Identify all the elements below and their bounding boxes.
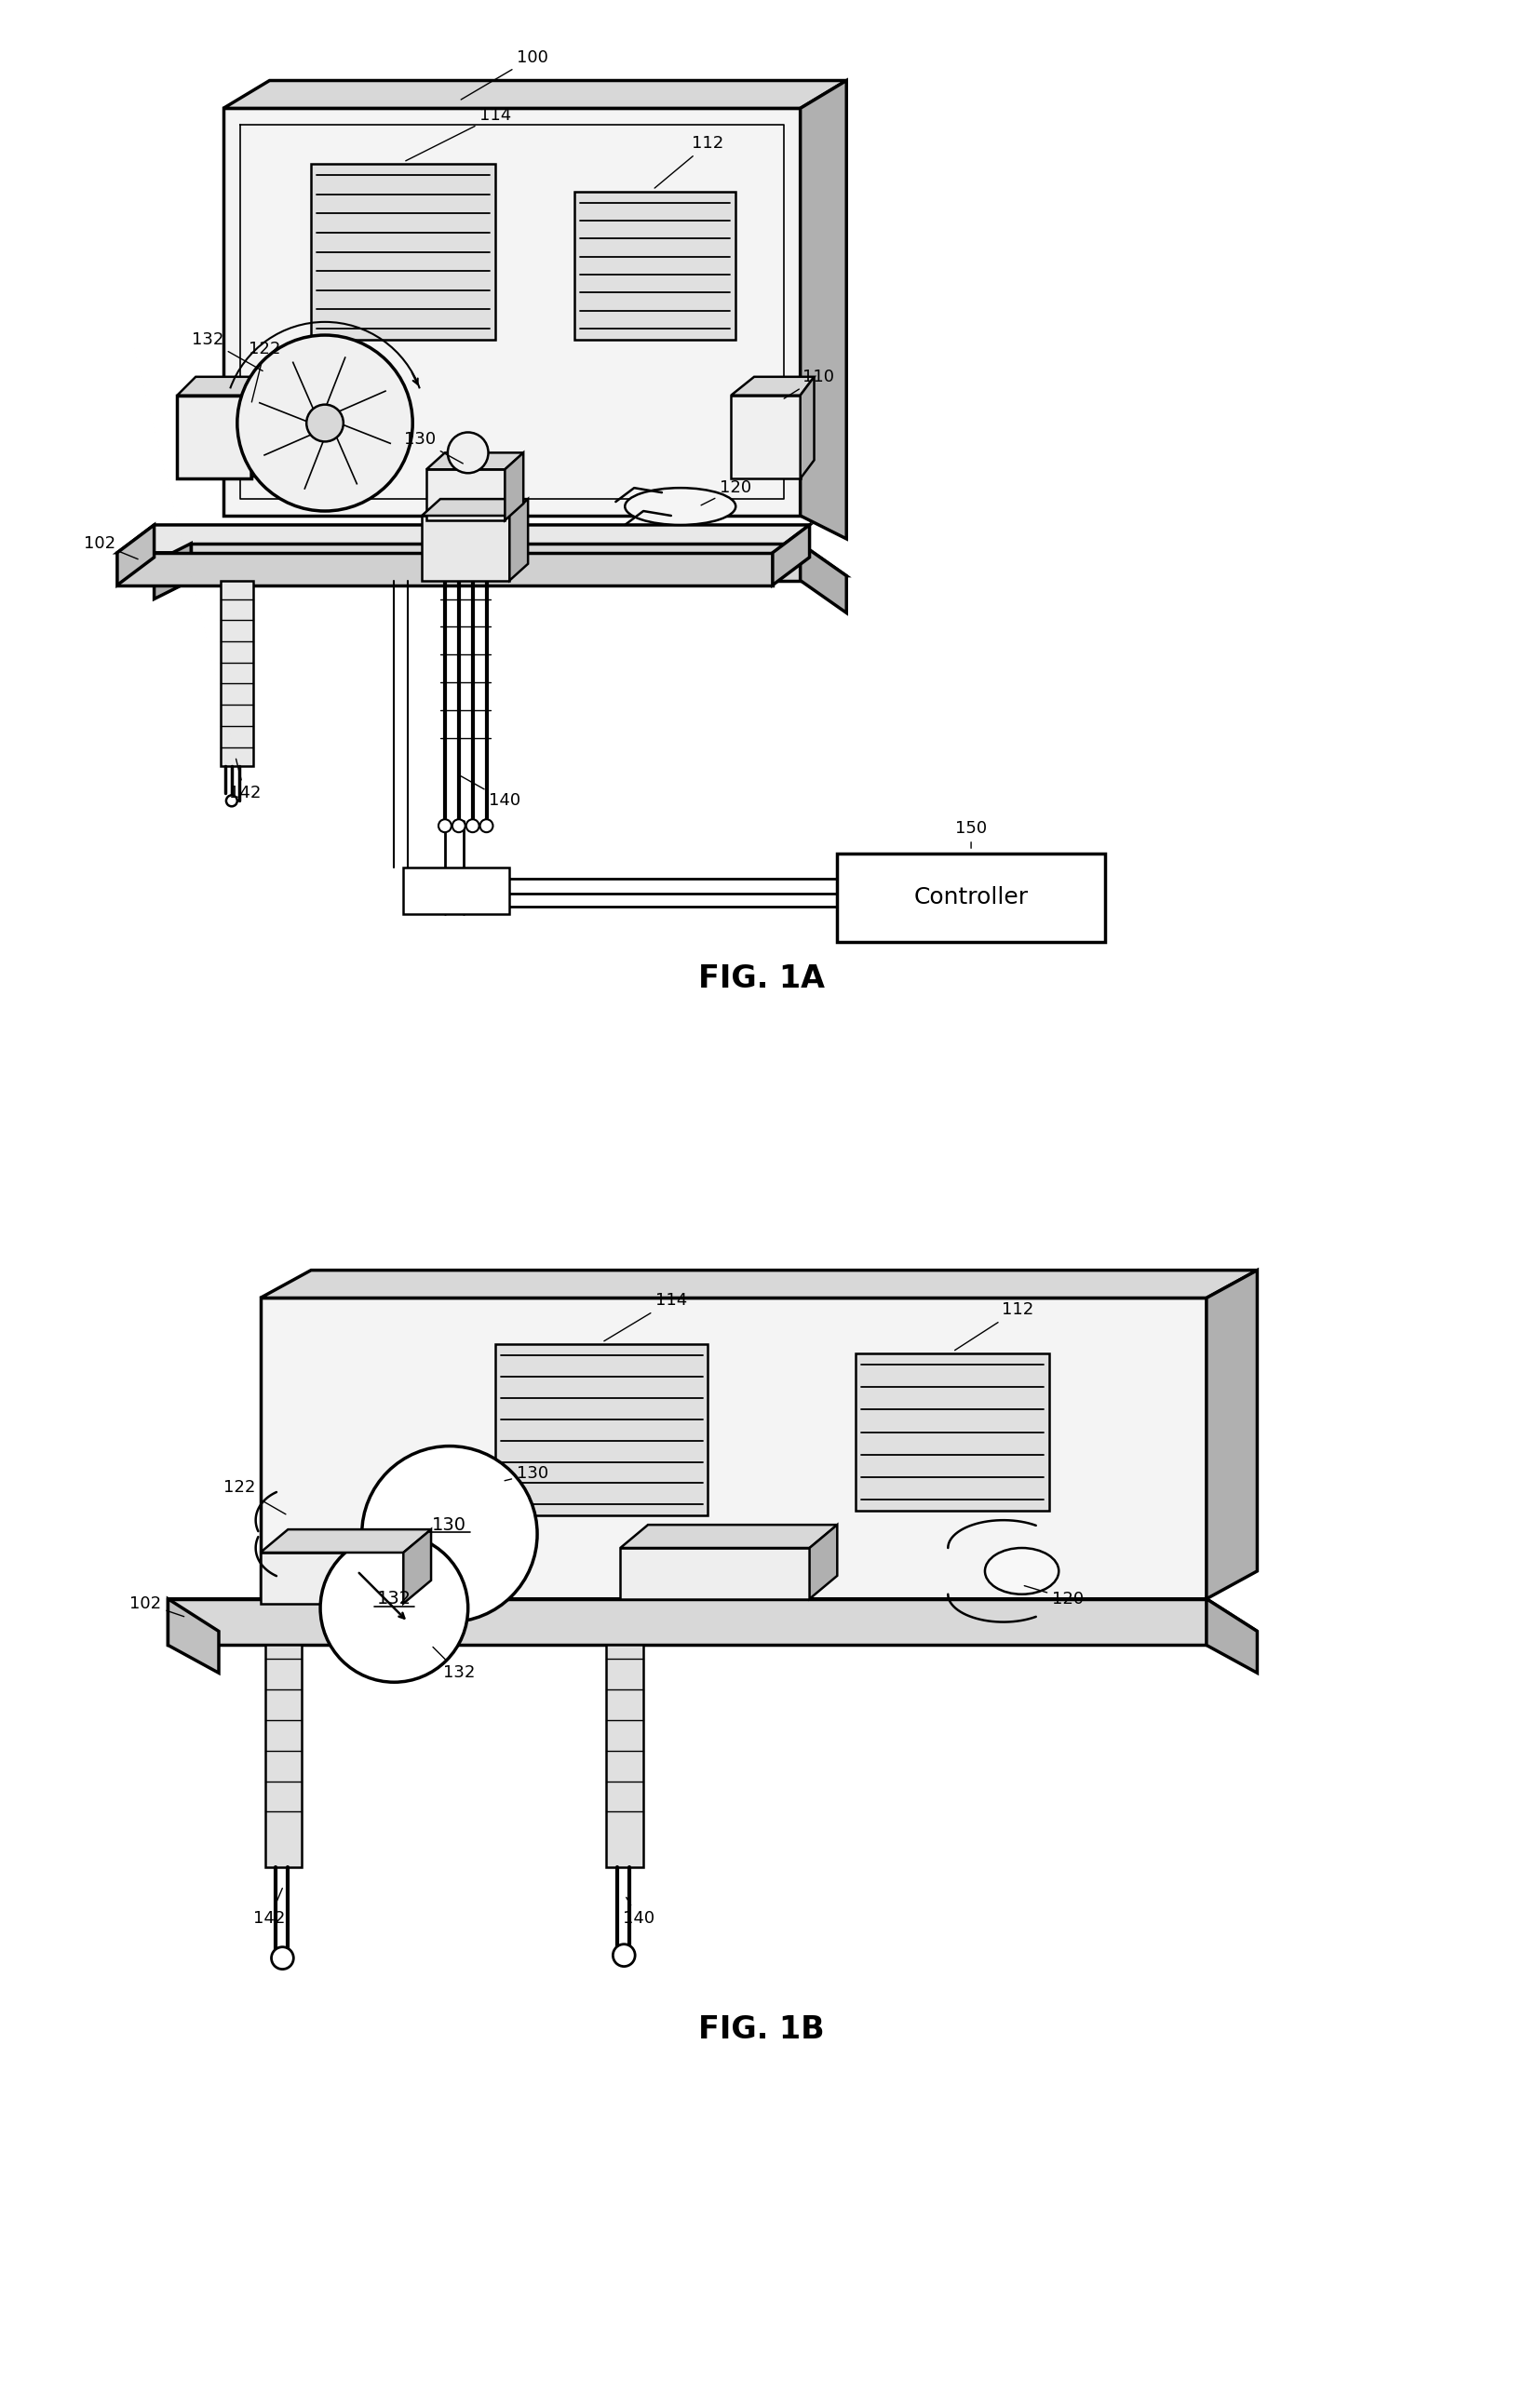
- Text: 140: 140: [623, 1898, 655, 1926]
- Polygon shape: [509, 498, 527, 580]
- Polygon shape: [224, 79, 846, 108]
- Polygon shape: [504, 453, 523, 520]
- Polygon shape: [427, 453, 523, 470]
- Text: 132: 132: [376, 1589, 411, 1609]
- Text: 132: 132: [433, 1647, 475, 1681]
- Polygon shape: [117, 554, 773, 585]
- Circle shape: [448, 433, 488, 472]
- Polygon shape: [620, 1524, 837, 1548]
- Polygon shape: [265, 1645, 302, 1866]
- Polygon shape: [1207, 1599, 1257, 1674]
- Polygon shape: [168, 1599, 1257, 1630]
- Text: 112: 112: [956, 1303, 1033, 1351]
- Polygon shape: [800, 376, 814, 479]
- Polygon shape: [261, 1529, 431, 1553]
- Polygon shape: [800, 79, 846, 539]
- Text: 140: 140: [462, 775, 521, 809]
- Text: 142: 142: [229, 759, 261, 802]
- Polygon shape: [261, 1269, 1257, 1298]
- Polygon shape: [117, 525, 154, 585]
- Polygon shape: [855, 1353, 1050, 1510]
- Circle shape: [439, 819, 451, 833]
- Polygon shape: [168, 1599, 1207, 1645]
- Polygon shape: [773, 525, 809, 585]
- Polygon shape: [224, 108, 800, 515]
- Polygon shape: [575, 193, 736, 340]
- Text: 150: 150: [956, 821, 988, 848]
- Text: FIG. 1A: FIG. 1A: [698, 963, 824, 995]
- Circle shape: [480, 819, 492, 833]
- Polygon shape: [1207, 1269, 1257, 1599]
- Polygon shape: [809, 1524, 837, 1599]
- Text: 122: 122: [248, 340, 280, 402]
- Circle shape: [361, 1447, 538, 1623]
- Polygon shape: [404, 867, 509, 913]
- Text: FIG. 1B: FIG. 1B: [698, 2013, 824, 2044]
- Text: 120: 120: [1024, 1587, 1084, 1606]
- Ellipse shape: [625, 489, 736, 525]
- Text: 110: 110: [783, 368, 835, 400]
- Text: 142: 142: [253, 1888, 285, 1926]
- Polygon shape: [422, 498, 527, 515]
- Circle shape: [306, 405, 343, 441]
- Text: 100: 100: [460, 48, 549, 99]
- Polygon shape: [311, 164, 495, 340]
- Polygon shape: [800, 544, 846, 614]
- Polygon shape: [251, 376, 270, 479]
- Text: 130: 130: [433, 1517, 466, 1534]
- Text: Controller: Controller: [914, 886, 1029, 908]
- Circle shape: [271, 1948, 294, 1970]
- Text: 122: 122: [224, 1479, 287, 1515]
- Polygon shape: [732, 395, 800, 479]
- Text: 132: 132: [192, 332, 262, 371]
- Polygon shape: [422, 515, 509, 580]
- Polygon shape: [190, 544, 846, 576]
- Circle shape: [453, 819, 465, 833]
- Polygon shape: [261, 1553, 404, 1604]
- Circle shape: [238, 335, 413, 510]
- Polygon shape: [261, 1298, 1207, 1599]
- Ellipse shape: [985, 1548, 1059, 1594]
- Polygon shape: [168, 1599, 219, 1674]
- Polygon shape: [607, 1645, 643, 1866]
- Polygon shape: [620, 1548, 809, 1599]
- Text: 130: 130: [504, 1466, 549, 1483]
- Polygon shape: [732, 376, 814, 395]
- Circle shape: [466, 819, 479, 833]
- Polygon shape: [427, 470, 504, 520]
- Text: 112: 112: [655, 135, 724, 188]
- Text: 114: 114: [405, 108, 512, 161]
- Circle shape: [320, 1534, 468, 1683]
- Polygon shape: [190, 544, 800, 580]
- Circle shape: [613, 1943, 636, 1967]
- Polygon shape: [221, 580, 253, 766]
- Polygon shape: [495, 1344, 709, 1515]
- Text: 130: 130: [404, 431, 463, 462]
- Polygon shape: [117, 525, 809, 554]
- Polygon shape: [177, 395, 251, 479]
- Polygon shape: [177, 376, 270, 395]
- Circle shape: [226, 795, 238, 807]
- Text: 102: 102: [84, 535, 137, 559]
- Polygon shape: [404, 1529, 431, 1604]
- Text: 114: 114: [604, 1293, 687, 1341]
- Text: 102: 102: [130, 1594, 184, 1616]
- Text: 120: 120: [701, 479, 751, 506]
- FancyBboxPatch shape: [837, 852, 1105, 942]
- Polygon shape: [154, 544, 190, 600]
